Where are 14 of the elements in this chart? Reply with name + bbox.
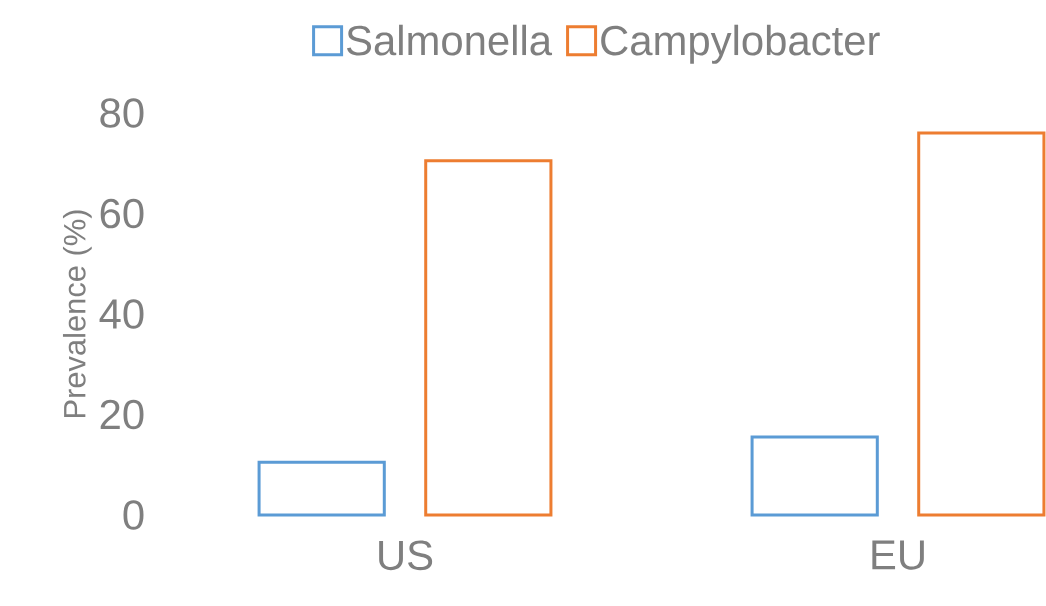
y-tick-label: 60 — [100, 198, 144, 229]
legend-label: Salmonella — [346, 24, 553, 56]
bar — [750, 435, 879, 517]
y-axis-title: Prevalence (%) — [62, 210, 92, 418]
bar — [917, 131, 1046, 517]
y-tick-label: 80 — [100, 98, 144, 128]
legend-label: Campylobacter — [601, 24, 880, 64]
bar — [257, 460, 386, 517]
y-tick-label: 40 — [99, 299, 144, 329]
y-tick-label: 20 — [100, 399, 144, 430]
y-tick-label: 0 — [123, 500, 144, 530]
bar — [424, 159, 553, 517]
x-tick-label: EU — [872, 540, 924, 570]
x-tick-label: US — [379, 540, 433, 571]
